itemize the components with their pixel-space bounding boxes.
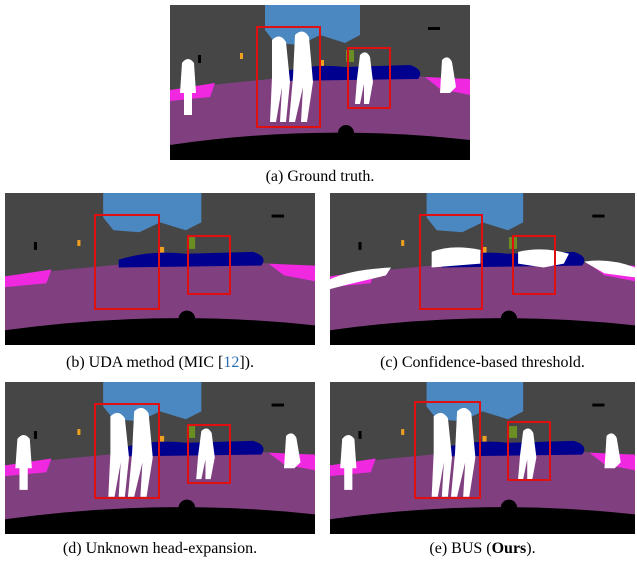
caption-text: (c) Confidence-based threshold.	[380, 354, 585, 371]
panel-image	[170, 5, 470, 160]
caption: (b) UDA method (MIC [12]).	[5, 354, 315, 372]
panel-image	[330, 382, 635, 534]
caption-text: (e) BUS (	[429, 540, 492, 557]
caption: (e) BUS (Ours).	[330, 540, 635, 558]
caption-text: ]).	[239, 354, 254, 371]
caption: (a) Ground truth.	[170, 168, 470, 186]
caption-text: (d) Unknown head-expansion.	[62, 540, 258, 557]
panel-image	[5, 193, 315, 345]
panel-image	[330, 193, 635, 345]
caption-emphasis: Ours	[491, 540, 527, 557]
panel-image	[5, 382, 315, 534]
citation: 12	[223, 354, 240, 371]
caption: (c) Confidence-based threshold.	[330, 354, 635, 372]
caption: (d) Unknown head-expansion.	[5, 540, 315, 558]
caption-text: (b) UDA method (MIC [	[66, 354, 224, 371]
caption-text: (a) Ground truth.	[265, 168, 375, 185]
caption-text: ).	[526, 540, 536, 557]
